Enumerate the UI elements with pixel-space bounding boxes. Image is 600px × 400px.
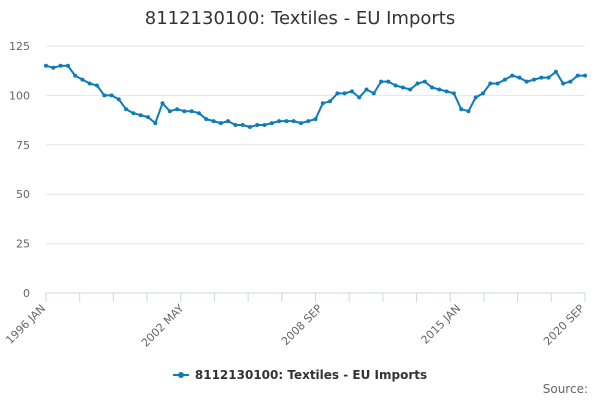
data-point xyxy=(408,87,413,92)
data-point xyxy=(357,95,362,100)
x-tick-label: 1996 JAN xyxy=(3,302,48,347)
y-axis: 0 25 50 75 100 125 xyxy=(9,40,30,300)
data-point xyxy=(124,107,129,112)
data-point xyxy=(495,81,500,86)
legend: 8112130100: Textiles - EU Imports xyxy=(0,365,600,382)
data-point xyxy=(466,109,471,114)
data-point xyxy=(291,119,296,124)
data-point xyxy=(517,75,522,80)
data-point xyxy=(451,91,456,96)
y-tick-label: 75 xyxy=(16,139,30,152)
data-point xyxy=(371,91,376,96)
data-point xyxy=(561,81,566,86)
data-point xyxy=(546,75,551,80)
data-point xyxy=(379,79,384,84)
legend-line-symbol xyxy=(172,372,189,378)
y-tick-label: 25 xyxy=(16,238,30,251)
data-point xyxy=(146,115,150,120)
data-point xyxy=(393,83,398,88)
data-point xyxy=(138,113,143,118)
data-point xyxy=(481,91,485,96)
data-point xyxy=(473,95,478,100)
data-point xyxy=(153,121,158,126)
data-point xyxy=(306,119,311,124)
data-point xyxy=(204,117,209,122)
data-point xyxy=(167,109,172,114)
data-point xyxy=(430,85,434,90)
chart-title: 8112130100: Textiles - EU Imports xyxy=(144,8,456,29)
data-point xyxy=(262,123,267,127)
data-point xyxy=(342,91,347,96)
data-point xyxy=(65,63,70,68)
data-point xyxy=(95,83,99,88)
data-point xyxy=(102,93,107,98)
y-tick-label: 125 xyxy=(9,40,30,53)
data-point xyxy=(233,123,238,127)
data-point xyxy=(284,119,289,124)
x-tick-label: 2015 JAN xyxy=(419,302,464,347)
data-point xyxy=(488,81,493,86)
data-point xyxy=(364,87,369,92)
data-point xyxy=(335,91,340,96)
data-point xyxy=(277,119,282,124)
x-tick-label: 2008 SEP xyxy=(279,302,325,348)
data-point xyxy=(189,109,194,114)
data-point xyxy=(510,73,515,78)
data-point xyxy=(437,87,442,92)
x-tick-label: 2002 MAY xyxy=(139,302,187,350)
data-point xyxy=(524,79,529,84)
source-credit[interactable]: Source: xyxy=(542,382,588,396)
data-point xyxy=(109,93,114,98)
plot-area xyxy=(44,63,587,129)
data-point xyxy=(197,111,201,116)
data-point xyxy=(459,107,464,112)
data-point xyxy=(211,119,216,124)
data-point xyxy=(58,63,63,68)
legend-label: 8112130100: Textiles - EU Imports xyxy=(194,368,428,382)
data-point xyxy=(226,119,231,124)
data-point xyxy=(444,89,449,94)
data-point xyxy=(51,65,56,70)
data-point xyxy=(422,79,427,84)
data-point xyxy=(400,85,405,90)
data-point xyxy=(182,109,187,114)
y-tick-label: 100 xyxy=(9,89,30,102)
data-point xyxy=(502,77,507,82)
data-point xyxy=(553,69,558,74)
data-point xyxy=(175,107,180,112)
data-point xyxy=(240,123,245,127)
x-tick-label: 2020 SEP xyxy=(541,302,587,348)
data-point xyxy=(575,73,580,78)
data-point xyxy=(349,89,354,94)
data-point xyxy=(44,63,48,68)
data-point xyxy=(313,117,318,122)
data-point xyxy=(298,121,303,126)
y-tick-label: 0 xyxy=(23,287,30,300)
data-point xyxy=(328,99,333,104)
data-point xyxy=(568,79,573,84)
data-point xyxy=(131,111,136,116)
data-point xyxy=(87,81,92,86)
data-point xyxy=(269,121,274,126)
data-point xyxy=(255,123,260,127)
x-axis: 1996 JAN 2002 MAY 2008 SEP 2015 JAN 2020 SEP xyxy=(3,292,587,350)
data-point xyxy=(73,73,78,78)
data-point xyxy=(80,77,85,82)
data-point xyxy=(532,77,536,82)
data-point xyxy=(116,97,121,102)
data-point xyxy=(320,101,325,106)
data-point xyxy=(247,125,252,129)
grid-lines xyxy=(46,45,585,245)
data-point xyxy=(160,101,165,106)
data-point xyxy=(386,79,391,84)
data-point xyxy=(218,121,223,126)
legend-item[interactable]: 8112130100: Textiles - EU Imports xyxy=(172,368,428,382)
data-point xyxy=(415,81,420,86)
y-tick-label: 50 xyxy=(16,188,30,201)
data-point xyxy=(539,75,544,80)
data-point xyxy=(583,73,587,78)
